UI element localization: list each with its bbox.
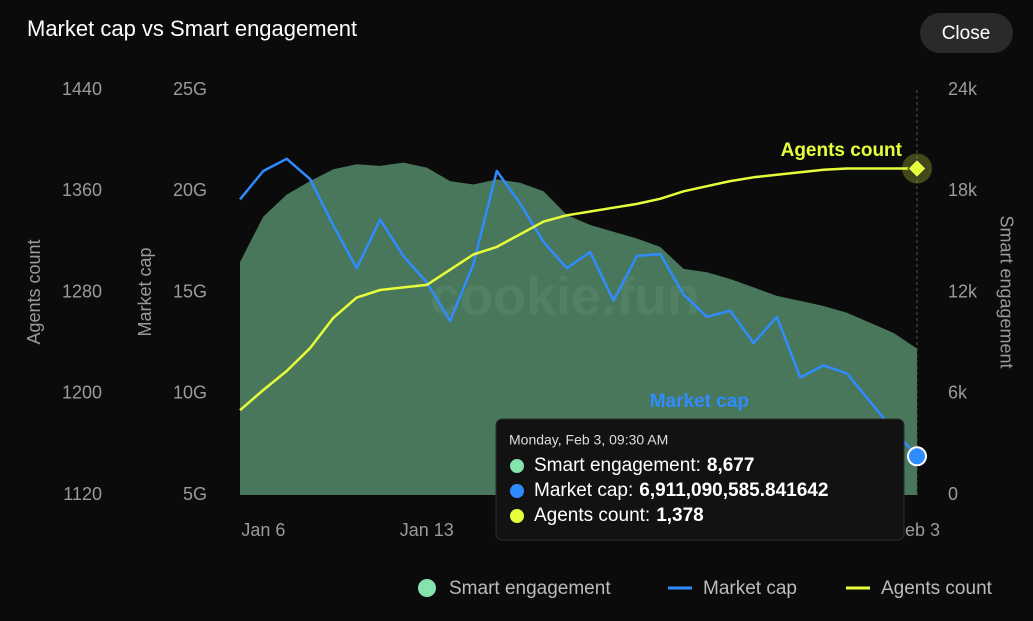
tooltip-label: Smart engagement:: [534, 455, 701, 476]
line: [239, 157, 918, 458]
series-annotation: Agents count: [781, 140, 903, 161]
end-marker: [907, 446, 927, 467]
tooltip-bg: [495, 418, 905, 541]
tooltip-swatch: [510, 459, 524, 473]
tooltip-label: Market cap:: [534, 480, 633, 501]
line: [239, 167, 917, 412]
legend-swatch: [418, 579, 436, 597]
tooltip-row: Smart engagement: 8,677: [534, 455, 754, 476]
y3-tick-label: 1200: [62, 383, 102, 403]
tooltip-row: Market cap: 6,911,090,585.841642: [534, 480, 828, 501]
y2-tick-label: 6k: [948, 383, 968, 403]
y2-tick-label: 0: [948, 484, 958, 504]
tooltip: Monday, Feb 3, 09:30 AM Smart engagement:…: [495, 418, 905, 541]
y-tick-label: 25G: [173, 79, 207, 99]
chart-title: Market cap vs Smart engagement: [27, 16, 357, 41]
y2-tick-label: 24k: [948, 79, 978, 99]
tooltip-value: 1,378: [656, 505, 704, 526]
tooltip-swatch: [510, 509, 524, 523]
y2-tick-label: 12k: [948, 281, 978, 301]
y-tick-label: 10G: [173, 383, 207, 403]
x-tick-label: Jan 13: [400, 520, 454, 540]
legend-label: Market cap: [703, 578, 797, 599]
area: [240, 162, 917, 495]
tooltip-label: Agents count:: [534, 505, 650, 526]
close-button[interactable]: Close: [920, 13, 1013, 53]
tooltip-swatch: [510, 484, 524, 498]
y3-tick-label: 1440: [62, 79, 102, 99]
legend-label: Agents count: [881, 578, 993, 599]
close-label[interactable]: Close: [942, 23, 991, 44]
y3-tick-label: 1280: [62, 281, 102, 301]
y-axis-title: Market cap: [135, 247, 155, 336]
tooltip-row: Agents count: 1,378: [534, 505, 704, 526]
x-tick-label: Feb 3: [894, 520, 940, 540]
y3-tick-label: 1120: [63, 484, 102, 504]
series-annotation: Market cap: [650, 391, 749, 412]
close-button-bg[interactable]: [920, 13, 1013, 53]
tooltip-value: 6,911,090,585.841642: [639, 480, 828, 501]
y2-tick-label: 18k: [948, 180, 978, 200]
y3-tick-label: 1360: [62, 180, 102, 200]
y-tick-label: 20G: [173, 180, 207, 200]
y-tick-label: 5G: [183, 484, 207, 504]
y2-axis-title: Smart engagement: [996, 215, 1016, 368]
x-tick-label: Jan 6: [241, 520, 285, 540]
y-tick-label: 15G: [173, 281, 207, 301]
end-marker: [907, 158, 927, 179]
legend-label: Smart engagement: [449, 578, 611, 599]
tooltip-title: Monday, Feb 3, 09:30 AM: [509, 432, 668, 448]
y3-axis-title: Agents count: [24, 239, 44, 344]
tooltip-value: 8,677: [707, 455, 755, 476]
